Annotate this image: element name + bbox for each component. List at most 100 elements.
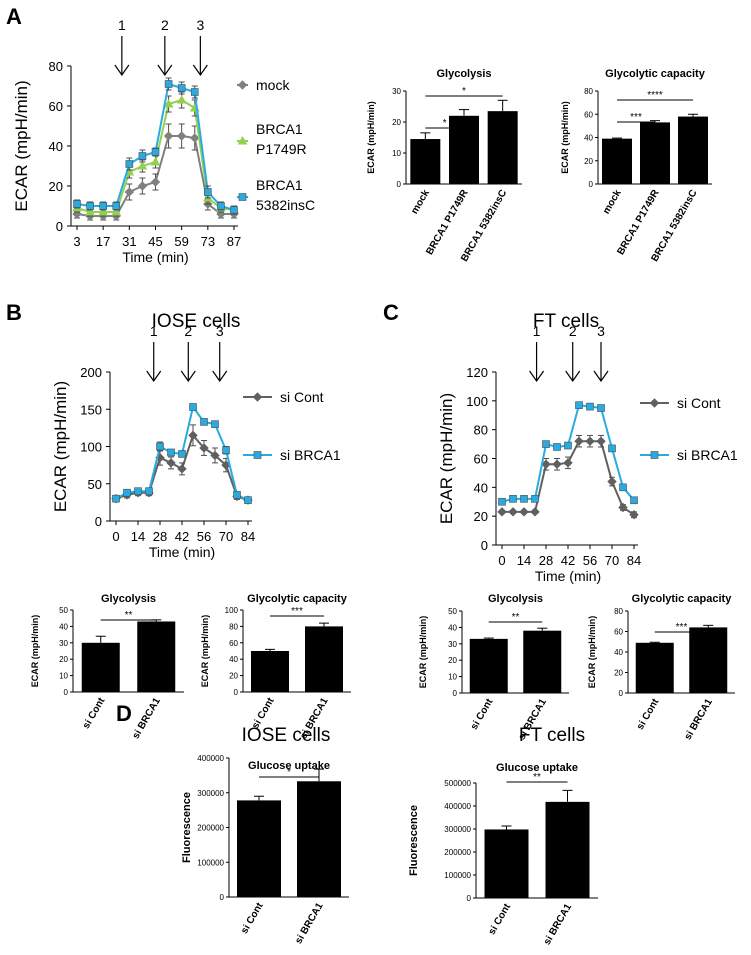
- legend-marker: [238, 193, 247, 201]
- injection-arrowhead: [146, 370, 162, 383]
- bar: [137, 621, 176, 692]
- y-tick-label: 20: [614, 669, 623, 678]
- data-point: [204, 188, 212, 196]
- injection-arrowhead: [212, 370, 228, 383]
- legend-label: si BRCA1: [280, 447, 341, 463]
- chart-title: Glycolysis: [101, 593, 156, 605]
- data-point: [176, 131, 187, 141]
- data-point: [230, 206, 238, 214]
- injection-arrowhead: [180, 370, 196, 383]
- data-point: [563, 458, 573, 468]
- y-tick-label: 60: [614, 628, 623, 637]
- legend-marker: [252, 392, 263, 402]
- data-point: [586, 402, 594, 411]
- bar-chart-c-glycolysis: Glycolysis 0 10 20 30 40 50 ECAR (mpH/min) si Co…: [418, 593, 569, 742]
- x-tick-label: 31: [122, 234, 136, 249]
- data-point: [85, 206, 95, 216]
- section-title-iose-d: IOSE cells: [242, 725, 331, 746]
- bar: [523, 630, 562, 693]
- x-tick-label: 28: [153, 529, 167, 544]
- data-point: [189, 403, 197, 411]
- injection-label: 3: [597, 323, 605, 339]
- y-tick-label: 40: [474, 480, 488, 495]
- bar-chart-c-glycolytic-capacity: Glycolytic capacity 0 20 40 60 80 ECAR (mpH/mi…: [587, 593, 735, 742]
- y-axis-label: ECAR (mpH/min): [560, 101, 570, 174]
- y-tick-label: 60: [584, 110, 593, 119]
- data-point: [188, 430, 198, 441]
- bar-chart-a-glycolytic-capacity: Glycolytic capacity 0 20 40 60 80 ECAR (mpH/mi…: [560, 68, 712, 264]
- injection-arrowhead: [593, 370, 609, 383]
- y-tick-label: 400000: [197, 754, 224, 763]
- y-axis-label: ECAR (mpH/min): [200, 615, 210, 688]
- bar: [449, 115, 479, 184]
- y-tick-label: 40: [49, 139, 63, 154]
- x-tick-label: mock: [409, 188, 432, 217]
- data-point: [112, 494, 120, 503]
- data-point: [233, 491, 241, 499]
- significance-label: ***: [676, 622, 688, 633]
- legend-marker: [649, 398, 660, 408]
- x-tick-label: 3: [73, 234, 80, 249]
- data-point: [150, 156, 161, 166]
- x-tick-label: si BRCA1: [293, 901, 326, 946]
- section-title-ft-d: FT cells: [519, 725, 585, 746]
- data-point: [541, 459, 551, 469]
- y-tick-label: 100: [225, 606, 239, 615]
- data-point: [177, 464, 187, 474]
- y-tick-label: 0: [397, 180, 402, 189]
- y-tick-label: 60: [474, 452, 488, 467]
- significance-label: *: [443, 118, 447, 129]
- x-tick-label: si BRCA1: [131, 696, 164, 741]
- significance-label: **: [512, 612, 520, 623]
- data-point: [177, 84, 186, 92]
- y-axis-label: Fluorescence: [181, 792, 193, 863]
- y-tick-label: 100000: [444, 871, 471, 880]
- x-tick-label: si Cont: [239, 900, 266, 935]
- data-point: [619, 483, 627, 492]
- data-point: [508, 507, 518, 517]
- bar: [602, 138, 632, 184]
- x-tick-label: si Cont: [487, 901, 514, 936]
- injection-label: 3: [196, 17, 204, 33]
- data-point: [167, 448, 175, 457]
- x-tick-label: 0: [112, 529, 119, 544]
- y-tick-label: 200000: [444, 848, 471, 857]
- x-tick-label: BRCA1 P1749R: [424, 187, 471, 257]
- data-point: [137, 181, 148, 191]
- y-tick-label: 0: [481, 538, 488, 553]
- bar: [251, 651, 289, 692]
- data-point: [531, 495, 539, 503]
- section-title-ft-c: FT cells: [533, 311, 599, 332]
- y-tick-label: 0: [467, 894, 472, 903]
- data-point: [519, 507, 529, 517]
- panel-letter-a: A: [6, 4, 22, 29]
- data-point: [111, 206, 122, 216]
- y-tick-label: 40: [59, 622, 68, 631]
- x-tick-label: 70: [219, 529, 233, 544]
- injection-label: 2: [184, 323, 192, 339]
- bar: [237, 800, 281, 897]
- x-axis-label: Time (min): [122, 249, 188, 265]
- bar: [689, 627, 728, 693]
- bar-chart-b-glycolysis: Glycolysis 0 10 20 30 40 50 ECAR (mpH/min) si Co…: [30, 593, 184, 741]
- data-point: [629, 510, 639, 520]
- y-tick-label: 0: [619, 689, 624, 698]
- y-tick-label: 0: [220, 893, 225, 902]
- chart-title: Glycolysis: [488, 593, 543, 605]
- x-tick-label: 28: [539, 553, 553, 568]
- data-point: [199, 443, 209, 453]
- y-tick-label: 100: [466, 394, 488, 409]
- data-point: [498, 497, 506, 506]
- data-point: [585, 436, 595, 446]
- x-tick-label: 14: [131, 529, 145, 544]
- data-point: [509, 495, 517, 503]
- data-point: [151, 148, 160, 156]
- x-tick-label: 0: [498, 553, 505, 568]
- panel-letter-b: B: [6, 300, 22, 325]
- data-point: [553, 443, 561, 451]
- data-point: [597, 404, 605, 412]
- significance-label: *: [462, 86, 466, 97]
- y-tick-label: 20: [392, 118, 401, 127]
- line-chart-b: 0 50 100 150 200 0 14 28 42 56 70 84 Time (min) ECAR …: [51, 323, 341, 560]
